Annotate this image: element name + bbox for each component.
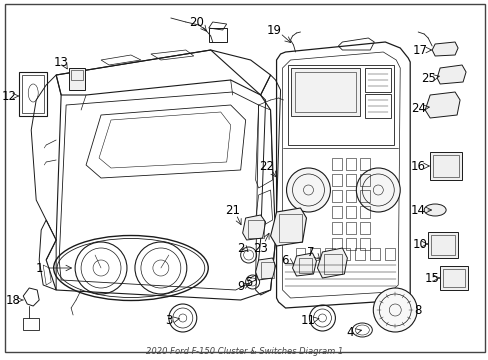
Text: 25: 25 — [420, 72, 435, 85]
Polygon shape — [255, 258, 275, 280]
Text: 20: 20 — [189, 15, 204, 28]
Bar — [260, 262, 273, 278]
Bar — [360, 206, 369, 218]
Text: 2: 2 — [236, 242, 244, 255]
Bar — [346, 158, 356, 170]
Text: 8: 8 — [414, 303, 421, 316]
Bar — [295, 248, 305, 260]
Bar — [332, 158, 342, 170]
Polygon shape — [317, 248, 346, 278]
Bar — [346, 222, 356, 234]
Circle shape — [356, 168, 399, 212]
Text: 16: 16 — [410, 159, 425, 172]
Bar — [429, 152, 461, 180]
Bar — [332, 206, 342, 218]
Text: 9: 9 — [236, 279, 244, 292]
Text: 18: 18 — [6, 293, 20, 306]
Text: 10: 10 — [412, 238, 427, 251]
Polygon shape — [242, 215, 265, 240]
Bar — [294, 72, 356, 112]
Bar — [346, 206, 356, 218]
Bar — [360, 190, 369, 202]
Bar — [290, 68, 360, 116]
Polygon shape — [292, 253, 316, 276]
Text: 14: 14 — [410, 203, 425, 216]
Text: 6: 6 — [280, 253, 288, 266]
Text: 15: 15 — [424, 271, 439, 284]
Ellipse shape — [423, 204, 445, 216]
Text: 17: 17 — [412, 44, 427, 57]
Bar — [332, 174, 342, 186]
Text: 19: 19 — [266, 23, 282, 36]
Bar — [360, 174, 369, 186]
Bar — [19, 72, 47, 116]
Text: 5: 5 — [244, 275, 252, 288]
Text: 3: 3 — [165, 314, 172, 327]
Text: 21: 21 — [224, 203, 240, 216]
Circle shape — [286, 168, 330, 212]
Text: 23: 23 — [253, 242, 267, 255]
Polygon shape — [270, 208, 306, 246]
Polygon shape — [431, 42, 457, 56]
Text: 7: 7 — [306, 246, 314, 258]
Text: 24: 24 — [410, 102, 425, 114]
Bar — [23, 318, 39, 330]
Bar — [346, 190, 356, 202]
Text: 13: 13 — [54, 55, 68, 68]
Bar — [332, 222, 342, 234]
Bar — [332, 190, 342, 202]
Text: 22: 22 — [259, 159, 274, 172]
Bar — [247, 220, 263, 238]
Bar — [369, 248, 380, 260]
Bar — [22, 75, 44, 113]
Bar — [360, 158, 369, 170]
Bar — [69, 68, 85, 90]
Bar — [287, 65, 393, 145]
Text: 1: 1 — [35, 261, 43, 274]
Bar — [278, 214, 302, 242]
Bar — [442, 269, 464, 287]
Bar — [365, 94, 390, 118]
Text: 11: 11 — [301, 314, 315, 327]
Bar — [71, 70, 83, 80]
Text: 12: 12 — [2, 90, 17, 103]
Bar — [298, 258, 312, 273]
Bar — [427, 232, 457, 258]
Bar — [360, 222, 369, 234]
Polygon shape — [436, 65, 465, 84]
Bar — [208, 28, 226, 42]
Bar — [325, 248, 335, 260]
Bar — [385, 248, 394, 260]
Bar — [310, 248, 320, 260]
Text: 4: 4 — [346, 325, 353, 338]
Bar — [324, 254, 342, 274]
Bar — [365, 68, 390, 92]
Bar — [340, 248, 350, 260]
Bar — [346, 174, 356, 186]
Bar — [439, 266, 467, 290]
Text: 2020 Ford F-150 Cluster & Switches Diagram 1: 2020 Ford F-150 Cluster & Switches Diagr… — [146, 347, 343, 356]
Bar — [346, 238, 356, 250]
Bar — [432, 155, 458, 177]
Bar — [355, 248, 365, 260]
Polygon shape — [424, 92, 459, 118]
Bar — [360, 238, 369, 250]
Bar — [430, 235, 454, 255]
Circle shape — [372, 288, 416, 332]
Bar — [332, 238, 342, 250]
